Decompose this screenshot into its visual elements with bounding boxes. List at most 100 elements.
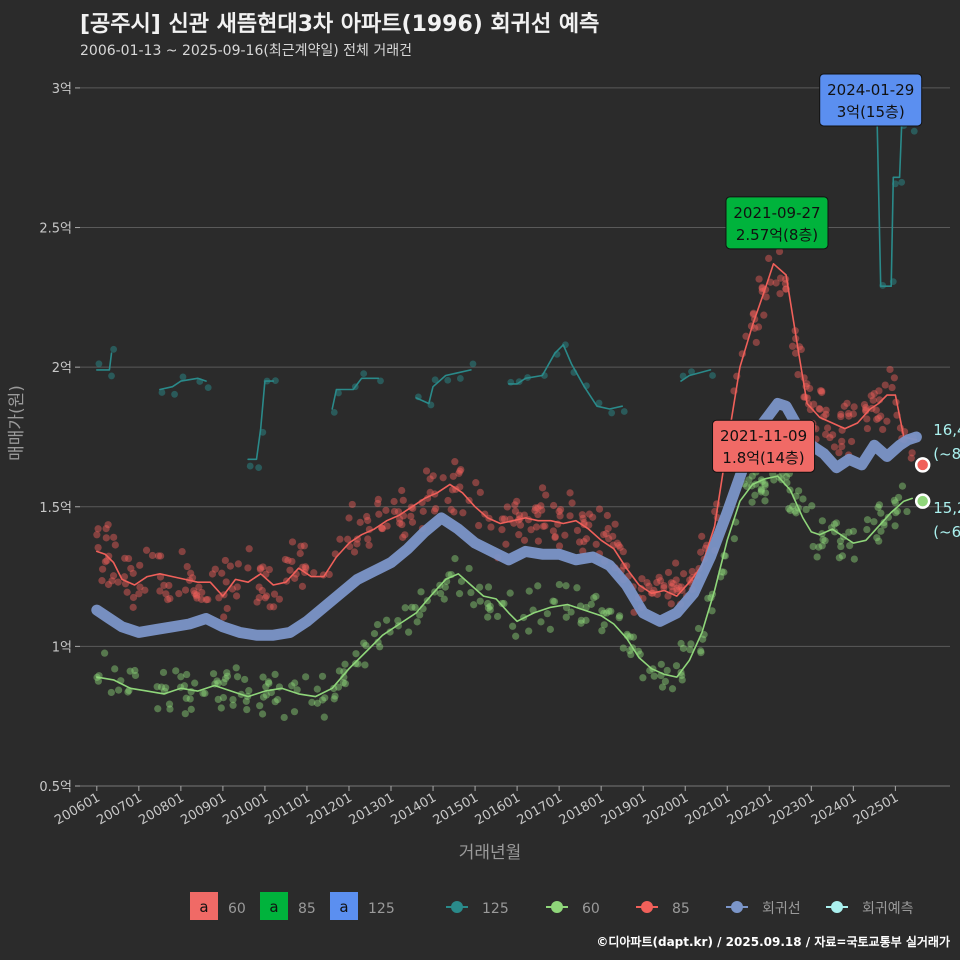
transaction-dot-s85 bbox=[93, 531, 101, 539]
transaction-dot-s85 bbox=[877, 412, 885, 420]
transaction-dot-s60 bbox=[836, 537, 845, 545]
transaction-dot-s85 bbox=[472, 479, 480, 487]
transaction-dot-s85 bbox=[221, 556, 229, 565]
transaction-dot-s85 bbox=[164, 596, 172, 604]
x-tick-label: 201401 bbox=[389, 790, 439, 828]
transaction-dot-s60 bbox=[870, 518, 878, 526]
transaction-dot-s60 bbox=[111, 665, 119, 673]
transaction-dot-s85 bbox=[520, 536, 529, 544]
transaction-dot-s60 bbox=[376, 643, 384, 651]
y-tick-label: 3억 bbox=[52, 82, 72, 97]
transaction-dot-s60 bbox=[903, 507, 911, 516]
transaction-dot-s125 bbox=[204, 384, 212, 392]
transaction-dot-s85 bbox=[345, 514, 353, 522]
transaction-dot-s60 bbox=[486, 606, 494, 614]
transaction-dot-s85 bbox=[511, 507, 520, 515]
series-line-s85 bbox=[96, 263, 918, 597]
transaction-dot-s85 bbox=[211, 565, 219, 573]
transaction-dot-s60 bbox=[884, 513, 892, 521]
transaction-dot-s85 bbox=[673, 586, 681, 595]
transaction-dot-s60 bbox=[386, 628, 394, 636]
transaction-dot-s85 bbox=[837, 410, 845, 418]
transaction-dot-s85 bbox=[538, 484, 547, 492]
transaction-dot-s60 bbox=[592, 592, 600, 600]
transaction-dot-s85 bbox=[542, 491, 550, 499]
series-line-s125 bbox=[507, 344, 623, 410]
transaction-dot-s60 bbox=[199, 689, 207, 697]
transaction-dot-s85 bbox=[336, 535, 344, 543]
x-tick-label: 201101 bbox=[262, 790, 312, 828]
transaction-dot-s85 bbox=[595, 505, 604, 513]
transaction-dot-s85 bbox=[374, 495, 382, 504]
transaction-dot-s60 bbox=[220, 678, 228, 687]
transaction-dot-s85 bbox=[551, 532, 559, 541]
transaction-dot-s85 bbox=[604, 524, 612, 533]
transaction-dot-s85 bbox=[127, 564, 135, 573]
transaction-dot-s60 bbox=[761, 480, 769, 488]
transaction-dot-s60 bbox=[153, 683, 161, 691]
transaction-dot-s60 bbox=[708, 607, 716, 615]
transaction-dot-s85 bbox=[160, 581, 168, 589]
transaction-dot-s60 bbox=[525, 587, 533, 595]
transaction-dot-s85 bbox=[394, 508, 403, 516]
transaction-dot-s85 bbox=[580, 520, 588, 528]
transaction-dot-s85 bbox=[136, 561, 144, 569]
transaction-dot-s85 bbox=[344, 535, 352, 543]
transaction-dot-s85 bbox=[829, 431, 837, 439]
transaction-dot-s125 bbox=[108, 372, 115, 380]
transaction-dot-s60 bbox=[818, 517, 826, 525]
legend-swatch-box bbox=[330, 892, 358, 920]
transaction-dot-s85 bbox=[538, 506, 546, 514]
transaction-dot-s60 bbox=[455, 590, 464, 598]
transaction-dot-s60 bbox=[898, 482, 907, 490]
transaction-dot-s85 bbox=[838, 437, 846, 445]
x-tick-label: 200801 bbox=[136, 790, 186, 828]
transaction-dot-s60 bbox=[416, 611, 424, 619]
x-tick-label: 201801 bbox=[557, 790, 607, 828]
forecast-area-label: (~85㎡) bbox=[933, 445, 960, 463]
transaction-dot-s85 bbox=[129, 569, 137, 577]
transaction-dot-s85 bbox=[188, 574, 197, 582]
transaction-dot-s85 bbox=[643, 578, 651, 587]
transaction-dot-s60 bbox=[587, 600, 595, 608]
transaction-dot-s85 bbox=[220, 613, 228, 621]
transaction-dot-s85 bbox=[511, 501, 519, 509]
transaction-dot-s60 bbox=[265, 679, 273, 687]
transaction-dot-s85 bbox=[265, 565, 273, 574]
legend-label: 회귀예측 bbox=[862, 901, 914, 917]
forecast-area-label: (~60㎡) bbox=[933, 523, 960, 541]
transaction-dot-s60 bbox=[476, 583, 484, 591]
transaction-dot-s85 bbox=[603, 511, 611, 520]
transaction-dot-s85 bbox=[245, 545, 253, 553]
y-axis-title: 매매가(원) bbox=[7, 385, 27, 461]
transaction-dot-s60 bbox=[313, 699, 322, 707]
transaction-dot-s85 bbox=[363, 512, 371, 521]
transaction-dot-s85 bbox=[111, 541, 119, 549]
transaction-dot-s60 bbox=[259, 693, 268, 701]
transaction-dot-s85 bbox=[582, 535, 591, 543]
transaction-dot-s60 bbox=[770, 476, 778, 484]
transaction-dot-s60 bbox=[663, 666, 671, 675]
transaction-dot-s85 bbox=[375, 510, 383, 518]
transaction-dot-s85 bbox=[426, 475, 434, 483]
transaction-dot-s85 bbox=[516, 521, 525, 529]
transaction-dot-s60 bbox=[280, 713, 288, 722]
transaction-dot-s85 bbox=[537, 502, 545, 510]
legend-label: 60 bbox=[228, 901, 246, 917]
transaction-dot-s85 bbox=[109, 572, 118, 580]
transaction-dot-s60 bbox=[213, 677, 221, 685]
transaction-dot-s85 bbox=[432, 504, 440, 513]
transaction-dot-s60 bbox=[838, 552, 847, 560]
x-tick-label: 201301 bbox=[347, 790, 397, 828]
transaction-dot-s60 bbox=[470, 601, 478, 609]
transaction-dot-s60 bbox=[162, 684, 170, 692]
transaction-dot-s60 bbox=[341, 660, 349, 668]
transaction-dot-s60 bbox=[782, 473, 791, 481]
transaction-dot-s60 bbox=[209, 670, 218, 678]
transaction-dot-s60 bbox=[791, 507, 799, 515]
transaction-dot-s60 bbox=[242, 697, 250, 705]
transaction-dot-s85 bbox=[419, 507, 427, 515]
transaction-dot-s85 bbox=[218, 569, 226, 577]
transaction-dot-s60 bbox=[626, 647, 634, 655]
